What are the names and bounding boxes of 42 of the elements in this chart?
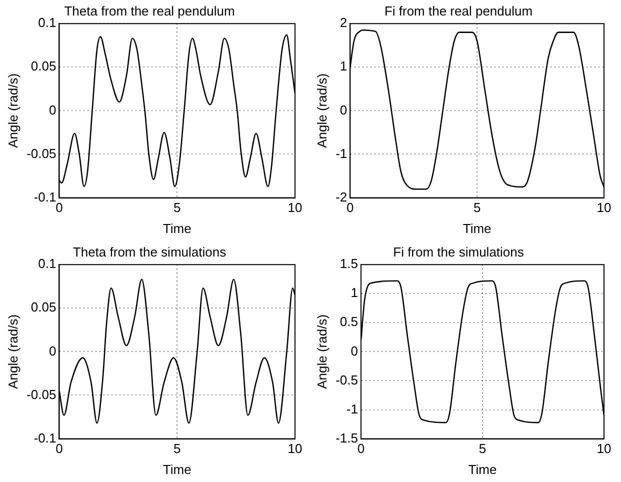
y-tick-label: 0.05 xyxy=(30,58,56,74)
chart-title: Fi from the real pendulum xyxy=(384,3,533,18)
x-axis-title: Time xyxy=(162,220,192,236)
x-tick-label: 10 xyxy=(288,441,302,456)
y-axis-title: Angle (rad/s) xyxy=(314,73,330,148)
x-tick-label: 5 xyxy=(478,441,486,456)
y-tick-label: 0.1 xyxy=(38,256,56,272)
y-axis-title: Angle (rad/s) xyxy=(5,73,20,148)
y-tick-label: 1 xyxy=(340,58,348,74)
x-tick-label: 10 xyxy=(596,441,612,456)
y-tick-label: -0.5 xyxy=(336,372,358,388)
y-tick-label: 1.5 xyxy=(340,256,358,272)
y-tick-label: -1 xyxy=(336,146,348,161)
y-tick-label: 0 xyxy=(350,343,358,358)
y-tick-label: 0.5 xyxy=(340,314,358,330)
y-tick-label: 0.05 xyxy=(30,300,56,315)
y-tick-label: 0.1 xyxy=(38,15,56,30)
y-tick-label: 1 xyxy=(350,285,358,300)
y-axis-title: Angle (rad/s) xyxy=(314,314,330,389)
y-tick-label: 0 xyxy=(48,343,56,358)
y-tick-label: 0 xyxy=(48,102,56,118)
x-axis-title: Time xyxy=(462,220,492,236)
y-tick-label: -1.5 xyxy=(336,430,358,446)
y-tick-label: -1 xyxy=(346,401,358,416)
x-tick-label: 5 xyxy=(473,200,481,216)
y-axis-title: Angle (rad/s) xyxy=(5,314,20,389)
y-tick-label: -2 xyxy=(336,189,348,204)
chart-title: Fi from the simulations xyxy=(393,244,524,260)
x-tick-label: 10 xyxy=(288,200,302,216)
x-tick-label: 5 xyxy=(174,441,181,456)
x-tick-label: 5 xyxy=(174,200,181,216)
x-tick-label: 10 xyxy=(596,200,612,216)
y-tick-label: -0.1 xyxy=(34,430,56,446)
y-tick-label: -0.1 xyxy=(34,189,56,204)
chart-title: Theta from the real pendulum xyxy=(64,3,235,18)
x-axis-title: Time xyxy=(468,462,497,477)
y-tick-label: -0.05 xyxy=(26,386,56,402)
y-tick-label: 0 xyxy=(340,102,348,118)
x-axis-title: Time xyxy=(162,462,192,477)
y-tick-label: 2 xyxy=(340,15,348,30)
y-tick-label: -0.05 xyxy=(26,146,56,161)
chart-title: Theta from the simulations xyxy=(72,244,227,260)
